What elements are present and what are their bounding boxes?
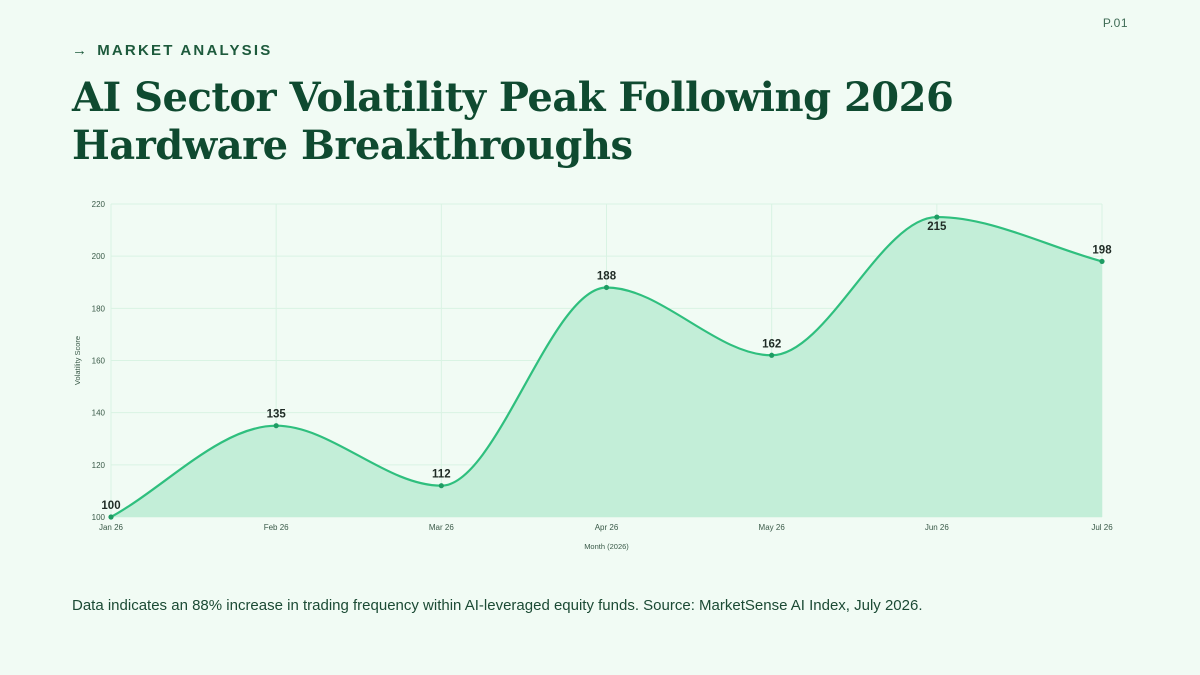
data-label: 198 — [1092, 244, 1112, 256]
data-point — [438, 483, 444, 489]
y-tick-label: 220 — [92, 200, 106, 209]
data-point — [769, 352, 775, 358]
x-tick-label: Jul 26 — [1091, 523, 1113, 532]
y-tick-label: 120 — [92, 461, 106, 470]
y-tick-label: 200 — [92, 252, 106, 261]
x-axis-title: Month (2026) — [584, 542, 629, 551]
data-point — [934, 214, 940, 220]
x-tick-label: Feb 26 — [264, 523, 289, 532]
section-eyebrow: → MARKET ANALYSIS — [72, 42, 272, 59]
page-number: P.01 — [1102, 16, 1128, 30]
x-tick-label: Mar 26 — [429, 523, 454, 532]
y-axis-title: Volatility Score — [73, 336, 82, 385]
x-tick-label: Jan 26 — [99, 523, 124, 532]
data-label: 100 — [101, 500, 120, 512]
x-tick-label: Jun 26 — [925, 523, 950, 532]
data-label: 215 — [927, 221, 947, 233]
y-tick-label: 140 — [92, 409, 106, 418]
eyebrow-label: MARKET ANALYSIS — [97, 42, 273, 59]
x-tick-label: May 26 — [759, 523, 786, 532]
x-tick-label: Apr 26 — [595, 523, 619, 532]
page-title: AI Sector Volatility Peak Following 2026… — [72, 74, 954, 169]
data-label: 135 — [267, 409, 287, 421]
data-label: 162 — [762, 338, 781, 350]
data-point — [1099, 258, 1105, 264]
data-label: 112 — [432, 469, 451, 481]
data-point — [603, 284, 610, 291]
footnote: Data indicates an 88% increase in tradin… — [72, 597, 923, 614]
data-point — [273, 423, 279, 429]
y-tick-label: 180 — [92, 304, 106, 313]
y-tick-label: 160 — [92, 357, 106, 366]
arrow-right-icon: → — [72, 42, 90, 59]
series-area-fill — [111, 217, 1102, 517]
y-tick-label: 100 — [92, 513, 106, 522]
data-point — [108, 514, 114, 520]
data-label: 188 — [597, 270, 617, 282]
